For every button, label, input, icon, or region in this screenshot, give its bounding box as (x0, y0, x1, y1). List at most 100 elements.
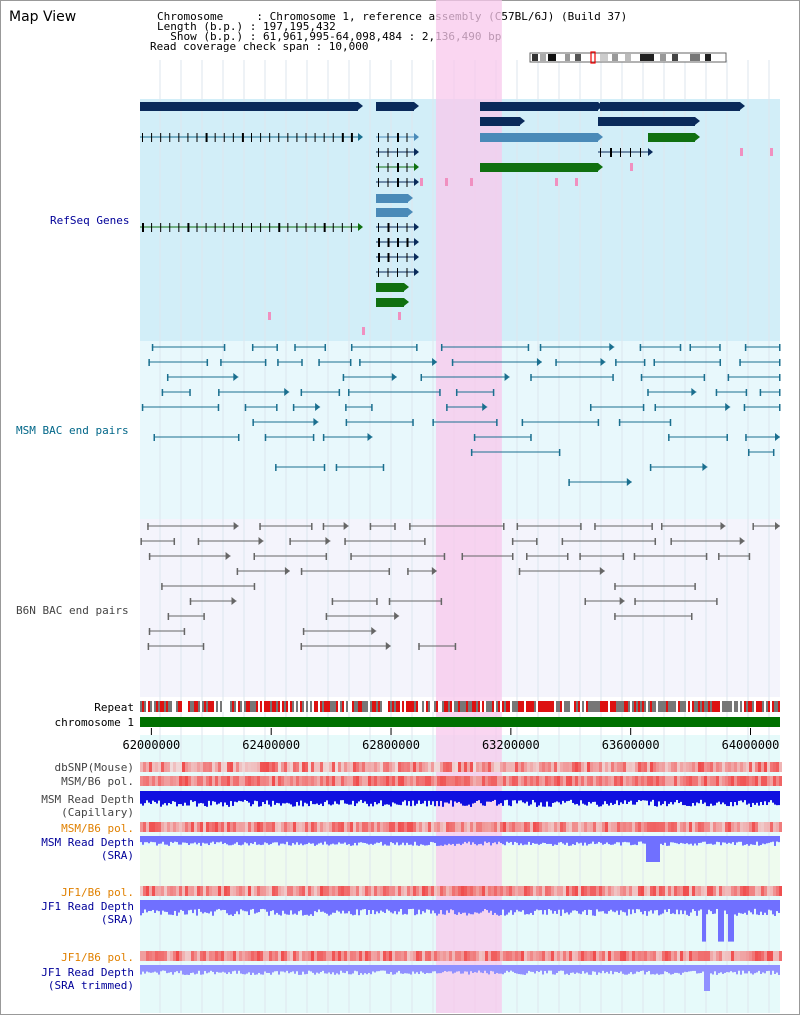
depth-bar (520, 791, 522, 801)
repeat-mark (752, 701, 754, 712)
polymorphism-cell (650, 762, 653, 772)
msm-depth-sra-label-2[interactable]: (SRA) (100, 849, 134, 862)
depth-bar (698, 791, 700, 804)
gene-strand-arrow (414, 163, 419, 171)
polymorphism-cell (368, 776, 371, 786)
polymorphism-cell (140, 776, 143, 786)
polymorphism-cell (383, 951, 386, 961)
depth-bar (398, 900, 400, 912)
msm-depth-capillary-label-1[interactable]: MSM Read Depth (41, 793, 134, 806)
depth-bar (312, 791, 314, 805)
depth-bar (184, 836, 186, 843)
polymorphism-cell (320, 762, 323, 772)
b6n-bac-end (394, 523, 396, 530)
depth-bar (540, 836, 542, 844)
depth-bar (590, 791, 592, 804)
depth-bar (616, 900, 618, 911)
polymorphism-cell (254, 951, 257, 961)
polymorphism-cell (611, 822, 614, 832)
repeat-track-label[interactable]: Repeat (94, 701, 134, 714)
b6n-bac-end (161, 583, 163, 590)
repeat-mark (756, 701, 758, 712)
polymorphism-cell (731, 822, 734, 832)
polymorphism-cell (386, 762, 389, 772)
refseq-track-label[interactable]: RefSeq Genes (50, 214, 130, 227)
jf1-depth-trimmed-label-2[interactable]: (SRA trimmed) (47, 979, 134, 992)
jf1-depth-sra-label-1[interactable]: JF1 Read Depth (41, 900, 134, 913)
polymorphism-cell (503, 762, 506, 772)
gene-exon (406, 268, 408, 277)
depth-bar (176, 791, 178, 807)
polymorphism-cell (719, 886, 722, 896)
depth-bar (318, 836, 320, 844)
depth-bar (412, 791, 414, 801)
polymorphism-cell (752, 776, 755, 786)
polymorphism-cell (734, 762, 737, 772)
depth-bar (304, 965, 306, 975)
depth-bar (364, 836, 366, 844)
polymorphism-cell (413, 951, 416, 961)
polymorphism-cell (686, 951, 689, 961)
depth-bar (364, 791, 366, 802)
gene-exon (397, 223, 398, 232)
b6n-bac-end (300, 643, 303, 650)
msm-bac-end (719, 344, 721, 351)
polymorphism-cell (356, 776, 359, 786)
jf1-depth-sra-label-2[interactable]: (SRA) (100, 913, 134, 926)
polymorphism-cell (488, 886, 491, 896)
msm-depth-capillary-label-2[interactable]: (Capillary) (61, 806, 134, 819)
polymorphism-cell (716, 886, 719, 896)
polymorphism-cell (314, 951, 317, 961)
polymorphism-cell (590, 776, 593, 786)
depth-bar (578, 900, 580, 914)
jf1-b6-pol-label[interactable]: JF1/B6 pol. (61, 886, 134, 899)
depth-bar (396, 791, 398, 805)
depth-bar (432, 965, 434, 972)
polymorphism-cell (161, 822, 164, 832)
depth-bar (246, 965, 248, 974)
polymorphism-cell (524, 822, 527, 832)
depth-bar (458, 836, 460, 844)
polymorphism-cell (320, 822, 323, 832)
polymorphism-cell (260, 776, 263, 786)
depth-bar (742, 900, 744, 914)
depth-bar (236, 965, 238, 974)
depth-bar (382, 836, 384, 846)
polymorphism-cell (509, 951, 512, 961)
depth-bar (702, 791, 704, 804)
msm-b6-pol-sra-label[interactable]: MSM/B6 pol. (61, 822, 134, 835)
polymorphism-cell (656, 762, 659, 772)
depth-bar (756, 965, 758, 973)
polymorphism-cell (752, 886, 755, 896)
msm-b6-pol-label[interactable]: MSM/B6 pol. (61, 775, 134, 788)
polymorphism-cell (578, 886, 581, 896)
polymorphism-cell (770, 886, 773, 896)
dbsnp-track-label[interactable]: dbSNP(Mouse) (54, 761, 134, 774)
depth-bar (626, 900, 628, 916)
depth-bar (546, 965, 548, 974)
chromosome-track-label[interactable]: chromosome 1 (54, 716, 134, 729)
polymorphism-cell (155, 886, 158, 896)
msm-depth-sra-label-1[interactable]: MSM Read Depth (41, 836, 134, 849)
depth-bar (176, 900, 178, 916)
polymorphism-cell (722, 886, 725, 896)
b6n-bac-track-label[interactable]: B6N BAC end pairs (16, 604, 129, 617)
repeat-mark (424, 701, 426, 712)
polymorphism-cell (764, 776, 767, 786)
polymorphism-cell (482, 776, 485, 786)
polymorphism-cell (317, 776, 320, 786)
polymorphism-cell (230, 776, 233, 786)
polymorphism-cell (167, 776, 170, 786)
depth-bar (536, 791, 538, 807)
repeat-mark (480, 701, 482, 712)
depth-bar (364, 900, 366, 910)
depth-bar (666, 836, 668, 846)
b6n-bac-end (236, 568, 239, 575)
depth-bar (502, 791, 504, 806)
msm-bac-track-label[interactable]: MSM BAC end pairs (16, 424, 129, 437)
jf1-b6-pol-2-label[interactable]: JF1/B6 pol. (61, 951, 134, 964)
polymorphism-cell (764, 762, 767, 772)
jf1-depth-trimmed-label-1[interactable]: JF1 Read Depth (41, 966, 134, 979)
depth-bar (562, 965, 564, 971)
polymorphism-cell (476, 951, 479, 961)
